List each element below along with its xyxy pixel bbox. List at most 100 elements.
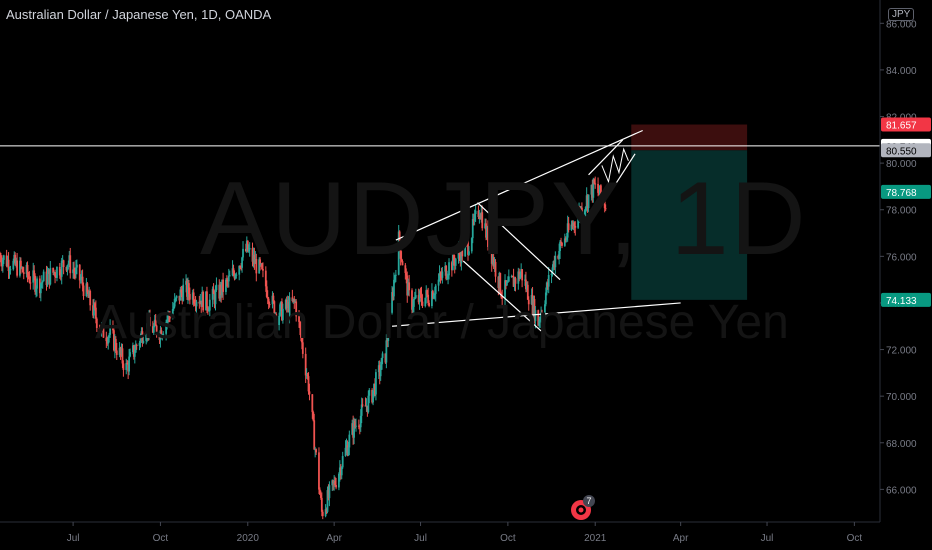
candle-body [40, 282, 43, 284]
candle-body [100, 325, 103, 333]
candle-body [173, 298, 176, 307]
candle-body [305, 374, 308, 376]
candle-body [414, 295, 417, 298]
candle-body [268, 304, 271, 306]
candle-body [228, 275, 231, 277]
candle-body [452, 252, 455, 261]
candle-body [145, 335, 148, 341]
candle-body [275, 314, 278, 326]
candle-body [552, 261, 555, 268]
candle-body [135, 344, 138, 346]
candle-body [19, 260, 21, 276]
candle-body [431, 291, 433, 307]
candle-body [468, 251, 470, 255]
candle-body [199, 300, 202, 304]
candle-body [281, 301, 283, 321]
candle-body [467, 240, 469, 255]
candle-body [521, 269, 524, 281]
candle-body [426, 290, 429, 295]
candle-body [178, 295, 181, 301]
candle-body [400, 258, 403, 262]
candle-body [490, 245, 493, 264]
candle-body [547, 275, 550, 287]
candle-body [180, 289, 183, 293]
tradingview-ideas-icon[interactable]: 7 [570, 495, 596, 521]
candle-body [158, 335, 161, 340]
candle-body [600, 185, 602, 197]
candle-body [233, 273, 236, 279]
candle-body [82, 285, 85, 297]
candle-body [458, 249, 461, 255]
candle-body [567, 223, 570, 231]
candle-body [265, 286, 268, 297]
candle-body [262, 268, 264, 271]
candle-body [299, 321, 301, 329]
candle-body [434, 285, 437, 294]
candle-body [571, 224, 574, 227]
candle-body [432, 295, 435, 299]
candle-body [182, 284, 185, 301]
candle-body [466, 240, 468, 242]
candle-body [427, 294, 430, 304]
candle-body [252, 254, 255, 262]
candle-body [604, 208, 607, 210]
candle-body [247, 249, 250, 252]
candle-body [385, 340, 388, 363]
candle-body [86, 283, 89, 293]
candle-body [561, 242, 563, 246]
candle-body [161, 334, 164, 338]
candle-body [450, 262, 453, 271]
candle-body [208, 299, 211, 311]
candle-body [101, 322, 104, 326]
candle-body [491, 257, 494, 264]
price-tick-label: 78.000 [886, 206, 917, 217]
candle-body [472, 218, 475, 221]
currency-button[interactable]: JPY [888, 8, 915, 21]
candle-body [271, 295, 274, 305]
candle-body [371, 389, 374, 403]
candle-body [205, 291, 207, 311]
candle-body [52, 267, 55, 273]
candle-body [401, 261, 404, 266]
candle-body [80, 276, 83, 280]
candle-body [341, 456, 344, 468]
candle-body [366, 405, 369, 413]
candle-body [603, 199, 606, 209]
candle-body [285, 299, 288, 308]
channel-upper [477, 202, 561, 281]
candle-body [242, 248, 244, 258]
candle-body [551, 267, 554, 274]
time-tick-label: Oct [153, 533, 169, 544]
candle-body [75, 264, 78, 268]
candle-body [581, 207, 583, 217]
wedge-waves [601, 147, 629, 184]
candle-body [377, 365, 380, 373]
candle-body [280, 301, 282, 305]
candle-body [307, 376, 310, 392]
candle-body [320, 497, 323, 512]
candle-body [94, 307, 97, 319]
candle-body [494, 261, 497, 277]
candle-body [365, 405, 368, 407]
candle-body [234, 274, 237, 279]
candle-body [192, 292, 195, 304]
chart-title: Australian Dollar / Japanese Yen, 1D, OA… [6, 7, 272, 22]
candle-body [279, 304, 281, 316]
candle-body [497, 276, 500, 288]
candle-body [353, 420, 355, 438]
candle-body [261, 263, 263, 269]
candle-body [558, 251, 561, 259]
candle-body [232, 268, 235, 274]
candle-body [106, 341, 109, 344]
candle-body [119, 347, 122, 355]
candle-body [338, 467, 341, 474]
candle-body [25, 264, 28, 274]
candle-body [105, 337, 108, 342]
candle-body [38, 278, 41, 294]
candle-body [34, 275, 37, 292]
candle-body [66, 265, 69, 271]
candle-body [333, 480, 336, 484]
candle-body [59, 275, 62, 277]
candle-body [5, 255, 8, 266]
